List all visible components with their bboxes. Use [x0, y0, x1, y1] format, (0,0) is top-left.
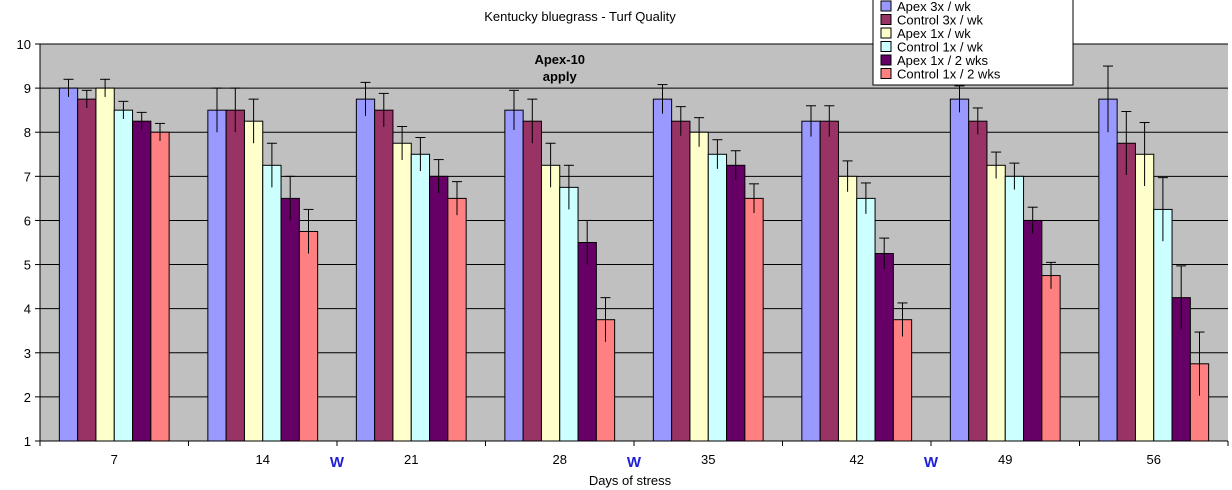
x-tick-label: 7	[111, 452, 118, 467]
legend-label: Apex 3x / wk	[897, 0, 971, 14]
bar	[410, 153, 431, 442]
bar	[892, 319, 913, 442]
y-tick-label: 4	[24, 302, 31, 317]
y-tick-label: 7	[24, 169, 31, 184]
bar	[95, 87, 115, 442]
bar	[262, 164, 282, 442]
y-tick-label: 10	[17, 37, 31, 52]
legend-label: Control 1x / 2 wks	[897, 67, 1001, 82]
bar	[298, 230, 319, 442]
watering-marker: W	[627, 454, 642, 471]
bar	[986, 164, 1006, 442]
y-tick-label: 8	[24, 125, 31, 140]
bar	[429, 175, 449, 442]
bars	[58, 87, 1210, 442]
bar	[1023, 219, 1043, 442]
bar	[225, 109, 245, 442]
legend-swatch	[880, 0, 892, 12]
bar	[113, 109, 134, 442]
bar	[1098, 98, 1118, 442]
x-tick-label: 21	[404, 452, 418, 467]
bar	[744, 197, 764, 442]
bar	[1153, 208, 1173, 442]
bar	[689, 131, 709, 442]
legend-swatch	[880, 68, 892, 79]
bar	[540, 164, 561, 442]
legend-box	[872, 0, 1074, 86]
x-axis-title: Days of stress	[589, 473, 672, 488]
bar	[522, 120, 542, 442]
bar	[837, 175, 858, 442]
legend-label: Control 1x / wk	[897, 40, 983, 55]
chart-title: Kentucky bluegrass - Turf Quality	[484, 9, 676, 24]
annotations: Apex-10 apply W W W	[330, 52, 939, 471]
bar	[374, 109, 394, 442]
x-tick-label: 49	[998, 452, 1012, 467]
bar	[671, 120, 691, 442]
bar	[874, 253, 894, 442]
error-bars	[63, 65, 1205, 396]
bar	[504, 109, 524, 442]
legend-swatch	[880, 14, 892, 25]
y-tick-label: 5	[24, 258, 31, 273]
bar	[207, 109, 227, 442]
bar	[856, 197, 876, 442]
bar	[447, 197, 467, 442]
legend-swatch	[880, 54, 892, 66]
bar	[243, 120, 264, 442]
bar	[280, 197, 300, 442]
bar	[968, 120, 988, 442]
bar	[577, 242, 597, 442]
x-tick-label: 56	[1147, 452, 1161, 467]
x-tick-label: 35	[701, 452, 715, 467]
y-tick-label: 6	[24, 213, 31, 228]
x-tick-label: 42	[850, 452, 864, 467]
annotation-line-1: Apex-10	[534, 52, 585, 67]
x-tick-label: 28	[553, 452, 567, 467]
bar	[1004, 175, 1025, 442]
bar	[58, 87, 79, 442]
legend-label: Control 3x / wk	[897, 13, 983, 28]
bar	[652, 98, 673, 442]
legend-label: Apex 1x / 2 wks	[897, 53, 989, 68]
y-tick-label: 9	[24, 81, 31, 96]
bar	[1116, 142, 1136, 442]
bar	[726, 164, 746, 442]
annotation-line-2: apply	[543, 69, 578, 84]
y-tick-label: 2	[24, 390, 31, 405]
bar	[801, 120, 821, 442]
bar	[1041, 275, 1061, 442]
x-tick-label: 14	[256, 452, 270, 467]
bar	[150, 131, 170, 442]
y-tick-label: 1	[24, 434, 31, 449]
bar	[77, 98, 97, 442]
bar	[355, 98, 376, 442]
legend-swatch	[880, 27, 892, 39]
legend-swatch	[880, 41, 892, 52]
legend-label: Apex 1x / wk	[897, 26, 971, 41]
bar	[392, 142, 412, 442]
watering-marker: W	[924, 454, 939, 471]
bar	[1134, 153, 1155, 442]
bar	[707, 153, 728, 442]
watering-marker: W	[330, 454, 345, 471]
y-tick-label: 3	[24, 346, 31, 361]
bar	[132, 120, 152, 442]
bar	[949, 98, 970, 442]
bar	[559, 186, 579, 442]
bar	[819, 120, 839, 442]
